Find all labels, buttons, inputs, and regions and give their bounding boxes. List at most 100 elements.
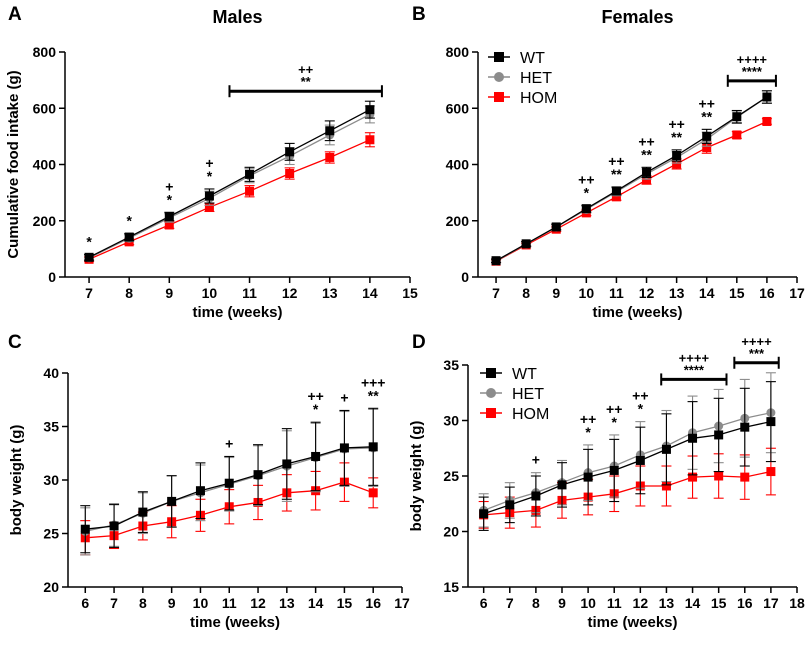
y-tick-label: 25 <box>43 526 59 542</box>
panel-letter: D <box>412 332 426 353</box>
y-tick-label: 200 <box>33 213 57 229</box>
x-tick-label: 11 <box>607 595 622 611</box>
data-point <box>224 478 234 488</box>
data-point <box>635 455 645 465</box>
data-point <box>138 507 148 517</box>
x-tick-label: 8 <box>125 285 133 301</box>
y-tick-label: 20 <box>43 579 59 595</box>
data-point <box>766 467 776 477</box>
significance-label: ++ <box>632 388 648 404</box>
x-tick-label: 9 <box>165 285 173 301</box>
significance-label: * <box>584 184 590 200</box>
bracket-label: ++ <box>298 62 314 77</box>
data-point <box>368 488 378 498</box>
data-point <box>732 130 742 140</box>
data-point <box>164 220 174 230</box>
data-point <box>491 256 501 266</box>
panel-a: A Males 0 200 400 600 800 7 8 9 10 11 12 13 14 15 time (… <box>5 4 418 321</box>
y-tick-label: 20 <box>443 524 459 540</box>
x-tick-label: 11 <box>242 285 257 301</box>
data-point <box>285 147 295 157</box>
significance-label: * <box>585 424 591 440</box>
x-tick-label: 14 <box>308 595 324 611</box>
x-tick-label: 13 <box>279 595 295 611</box>
significance-label: * <box>126 213 132 229</box>
data-point <box>766 417 776 427</box>
data-point <box>195 486 205 496</box>
x-tick-label: 12 <box>282 285 298 301</box>
significance-label: + <box>165 178 173 194</box>
x-axis-label: time (weeks) <box>190 614 280 631</box>
y-tick-label: 400 <box>33 157 57 173</box>
significance-label: * <box>313 401 319 417</box>
panel-c: C 20 25 30 35 40 6 7 8 9 10 11 12 13 14 15 16 17 time (wee… <box>8 332 410 631</box>
significance-label: +++ <box>361 374 386 390</box>
y-axis-label: Cumulative food intake (g) <box>5 70 22 258</box>
data-point <box>732 112 742 122</box>
series-line <box>495 96 768 262</box>
x-tick-label: 7 <box>506 595 514 611</box>
series-line <box>483 470 772 516</box>
y-tick-label: 200 <box>446 213 470 229</box>
x-tick-label: 12 <box>250 595 266 611</box>
bracket-label: **** <box>742 64 763 79</box>
legend-label: WT <box>512 366 537 383</box>
x-axis-label: time (weeks) <box>587 614 677 631</box>
x-tick-label: 15 <box>729 285 745 301</box>
data-point <box>688 472 698 482</box>
significance-label: * <box>86 234 92 250</box>
y-axis-label: body weight (g) <box>8 425 25 536</box>
chart-title: Females <box>601 7 673 27</box>
x-tick-label: 16 <box>737 595 753 611</box>
legend-swatch-marker <box>486 408 496 418</box>
y-tick-label: 800 <box>33 44 57 60</box>
significance-label: * <box>167 191 173 207</box>
series-line <box>88 113 371 259</box>
significance-label: ++ <box>578 171 594 187</box>
series-wt <box>84 100 375 262</box>
panel-letter: B <box>412 4 426 25</box>
significance-label: ++ <box>668 116 684 132</box>
y-axis-label: body weight (g) <box>408 421 425 532</box>
x-tick-label: 9 <box>552 285 560 301</box>
y-tick-label: 35 <box>443 357 459 373</box>
data-point <box>124 232 134 242</box>
data-point <box>672 151 682 160</box>
data-point <box>688 433 698 443</box>
bracket-label: ++++ <box>741 334 772 349</box>
data-point <box>581 204 591 214</box>
data-point <box>84 252 94 262</box>
x-tick-label: 10 <box>202 285 218 301</box>
data-point <box>368 442 378 452</box>
y-tick-label: 600 <box>33 100 57 116</box>
legend: WT HET HOM <box>488 50 557 107</box>
data-point <box>285 169 295 178</box>
x-tick-label: 13 <box>322 285 338 301</box>
data-point <box>609 465 619 475</box>
series-line <box>88 139 371 260</box>
data-point <box>714 430 724 440</box>
x-tick-label: 8 <box>532 595 540 611</box>
significance-label: ** <box>611 166 622 182</box>
x-tick-label: 18 <box>789 595 805 611</box>
y-tick-label: 30 <box>443 413 459 429</box>
data-point <box>325 126 335 136</box>
panel-letter: A <box>8 4 22 25</box>
data-point <box>365 135 375 145</box>
significance-label: ++ <box>608 153 624 169</box>
y-tick-label: 800 <box>446 44 470 60</box>
x-tick-label: 12 <box>639 285 655 301</box>
series-wt <box>491 90 772 266</box>
x-tick-label: 9 <box>168 595 176 611</box>
x-tick-label: 10 <box>193 595 209 611</box>
data-point <box>661 444 671 454</box>
x-tick-label: 7 <box>110 595 118 611</box>
significance-label: ++ <box>307 388 323 404</box>
series-hom <box>491 116 772 266</box>
data-point <box>702 143 712 153</box>
significance-label: ++ <box>699 95 715 111</box>
x-tick-label: 9 <box>558 595 566 611</box>
data-point <box>253 470 263 480</box>
data-point <box>479 509 489 519</box>
x-tick-label: 15 <box>402 285 418 301</box>
